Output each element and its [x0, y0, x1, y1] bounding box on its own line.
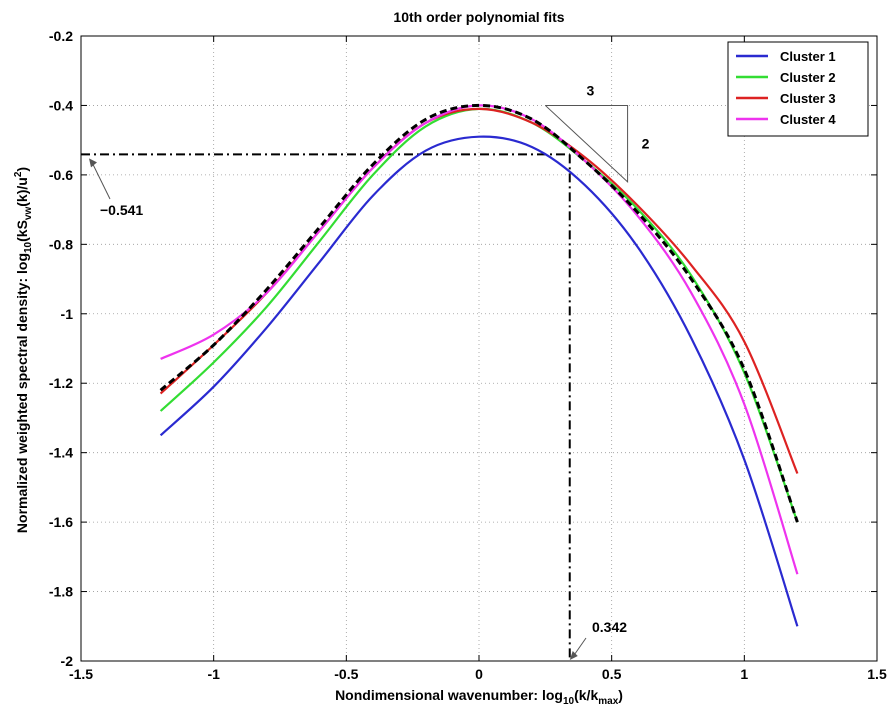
x-tick-label: -1.5	[69, 666, 93, 682]
y-tick-label: -0.4	[49, 97, 73, 113]
y-annotation-arrowhead	[89, 158, 97, 168]
x-axis-label: Nondimensional wavenumber: log10(k/kmax)	[335, 687, 623, 707]
chart-title: 10th order polynomial fits	[393, 9, 564, 25]
x-value-annotation: 0.342	[592, 619, 627, 635]
x-tick-label: 0.5	[602, 666, 622, 682]
y-tick-label: -1.8	[49, 584, 73, 600]
annotations: −0.541 0.342	[89, 158, 627, 660]
series-line-fit-dashed	[159, 103, 799, 523]
y-annotation-arrow	[90, 160, 111, 200]
y-tick-label: -1.6	[49, 514, 73, 530]
legend-label: Cluster 3	[780, 91, 836, 106]
legend: Cluster 1 Cluster 2 Cluster 3 Cluster 4	[727, 41, 869, 137]
legend-label: Cluster 2	[780, 70, 836, 85]
slope-triangle: 32	[544, 82, 650, 183]
x-tick-label: -1	[207, 666, 220, 682]
y-tick-label: -0.2	[49, 28, 73, 44]
reference-lines	[81, 153, 571, 661]
y-tick-label: -2	[61, 653, 74, 669]
series-lines	[159, 103, 799, 627]
y-value-annotation: −0.541	[100, 202, 143, 218]
slope-triangle-outline	[544, 104, 629, 183]
legend-label: Cluster 4	[780, 112, 836, 127]
y-tick-label: -1.2	[49, 375, 73, 391]
x-annotation-arrowhead	[569, 651, 578, 660]
x-tick-label: 1	[740, 666, 748, 682]
y-tick-label: -1.4	[49, 445, 73, 461]
legend-box	[727, 41, 869, 137]
slope-run-label: 3	[587, 82, 595, 98]
slope-rise-label: 2	[642, 136, 650, 152]
grid	[81, 36, 877, 661]
y-tick-label: -1	[61, 306, 74, 322]
x-tick-label: -0.5	[334, 666, 358, 682]
series-line-1	[159, 135, 799, 627]
y-axis-label: Normalized weighted spectral density: lo…	[13, 167, 34, 533]
x-tick-label: 1.5	[867, 666, 887, 682]
axis-ticks: -1.5 -1 -0.5 0 0.5 1 1.5 -2 -1.8 -1.6 -1.4 -1.2 -1 -0…	[49, 28, 887, 682]
y-tick-label: -0.6	[49, 167, 73, 183]
legend-label: Cluster 1	[780, 49, 836, 64]
x-tick-label: 0	[475, 666, 483, 682]
y-tick-label: -0.8	[49, 236, 73, 252]
